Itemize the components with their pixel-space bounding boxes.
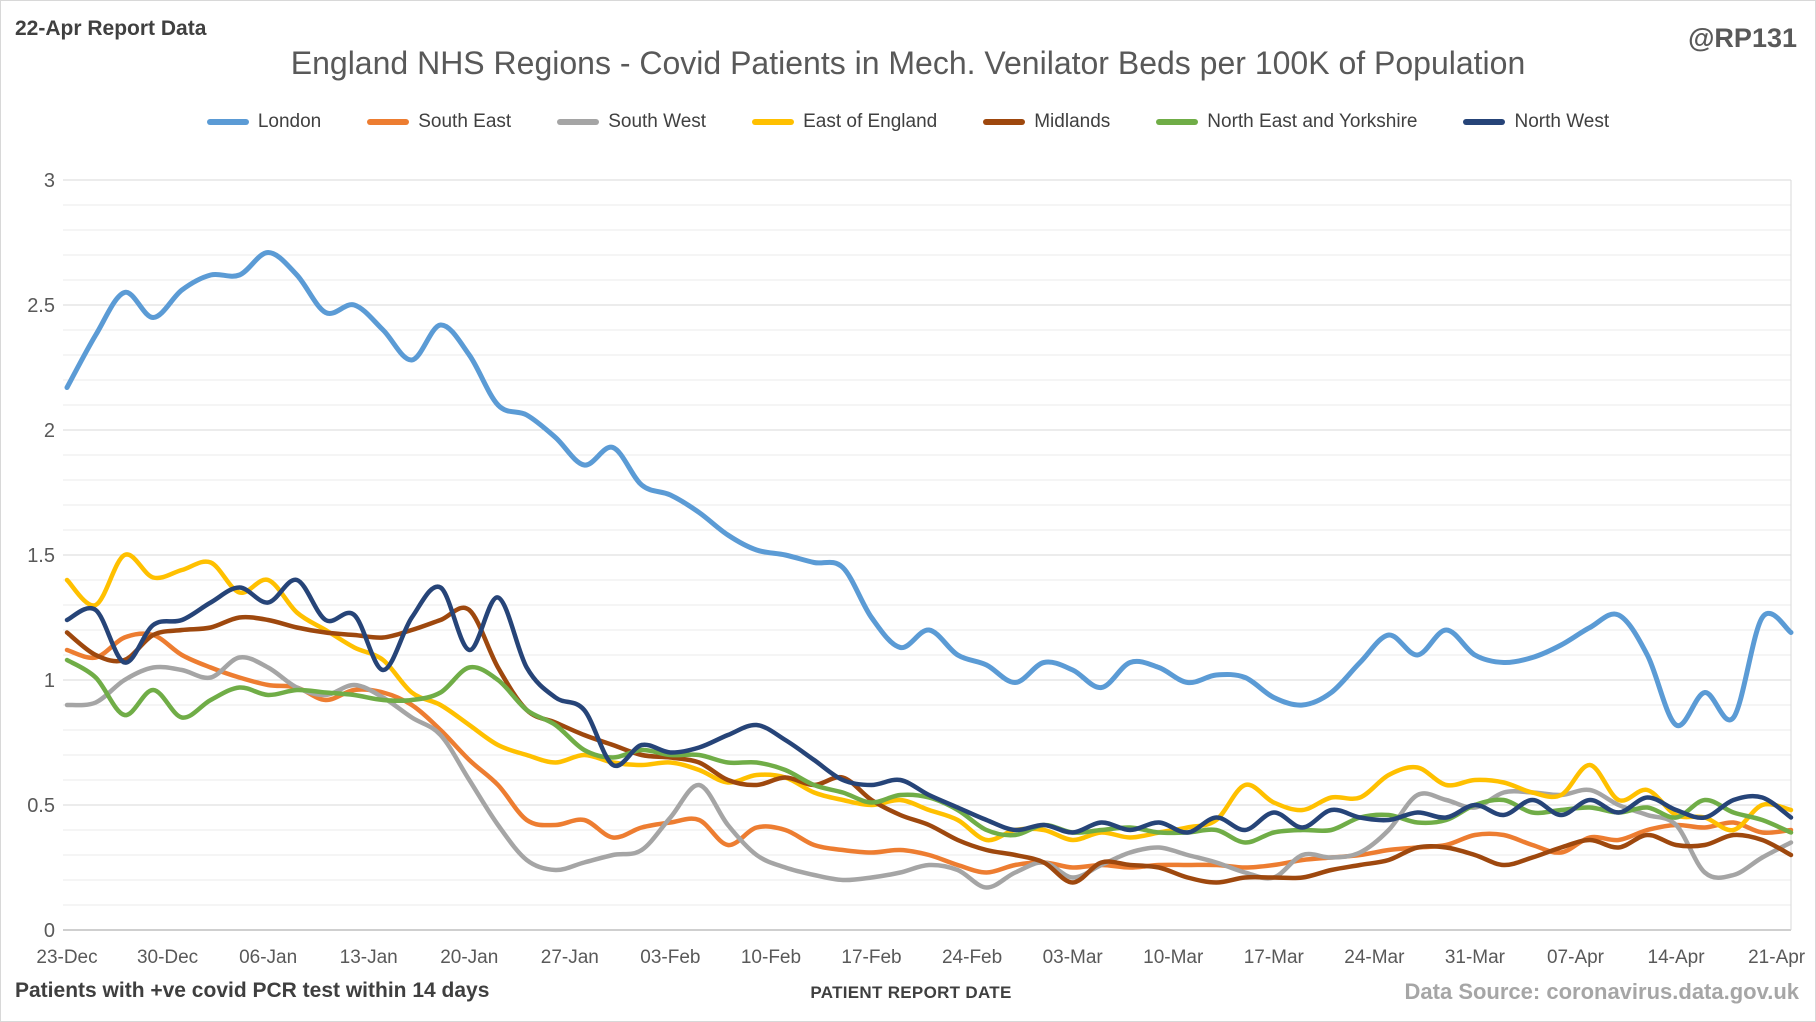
x-tick-label: 24-Feb (942, 947, 1002, 968)
legend-label-london: London (257, 111, 322, 132)
legend-label-north-east-and-yorkshire: North East and Yorkshire (1207, 111, 1418, 132)
legend-label-east-of-england: East of England (803, 111, 938, 132)
x-tick-label: 17-Feb (841, 947, 901, 968)
legend-swatch-north-east-and-yorkshire (1156, 119, 1199, 125)
series-line-south-west (64, 654, 1794, 890)
legend-swatch-north-west (1463, 119, 1506, 125)
x-tick-label: 13-Jan (340, 947, 398, 968)
series-line-north-west (64, 577, 1794, 835)
legend-item-north-east-and-yorkshire: North East and Yorkshire (1156, 111, 1417, 133)
legend-label-north-west: North West (1514, 111, 1610, 132)
author-handle: @RP131 (1688, 23, 1797, 53)
x-tick-label: 31-Mar (1445, 947, 1506, 968)
y-tick-label: 2.5 (27, 295, 55, 317)
legend-item-midlands: Midlands (983, 111, 1110, 133)
x-tick-label: 06-Jan (239, 947, 297, 968)
series-line-london (64, 250, 1794, 728)
series-line-north-east-and-yorkshire (64, 657, 1794, 845)
chart-title: England NHS Regions - Covid Patients in … (290, 45, 1526, 81)
y-tick-label: 0.5 (27, 795, 55, 817)
series-line-midlands (64, 605, 1794, 885)
x-tick-label: 10-Mar (1143, 947, 1204, 968)
x-tick-label: 21-Apr (1748, 947, 1806, 968)
legend-swatch-south-west (557, 119, 600, 125)
x-tick-label: 03-Feb (640, 947, 700, 968)
legend-label-midlands: Midlands (1034, 111, 1111, 132)
report-date-label: 22-Apr Report Data (15, 17, 207, 40)
y-tick-label: 3 (44, 170, 55, 192)
y-axis-description: Patients with +ve covid PCR test within … (15, 979, 490, 1002)
legend-swatch-east-of-england (752, 119, 795, 125)
legend-swatch-london (206, 119, 249, 125)
x-tick-label: 24-Mar (1344, 947, 1405, 968)
legend-label-south-west: South West (608, 111, 707, 132)
y-tick-label: 2 (44, 420, 55, 442)
x-tick-label: 23-Dec (36, 947, 97, 968)
x-tick-label: 10-Feb (741, 947, 801, 968)
legend-item-south-east: South East (367, 111, 511, 133)
legend-swatch-south-east (367, 119, 410, 125)
x-tick-label: 20-Jan (440, 947, 498, 968)
x-tick-label: 07-Apr (1547, 947, 1605, 968)
legend-item-london: London (206, 111, 322, 133)
x-axis-title: PATIENT REPORT DATE (810, 983, 1012, 1002)
y-tick-label: 1 (44, 670, 55, 692)
x-tick-label: 30-Dec (137, 947, 198, 968)
y-tick-label: 1.5 (27, 545, 55, 567)
y-tick-label: 0 (44, 920, 55, 942)
x-tick-label: 27-Jan (541, 947, 599, 968)
chart-legend: London South East South West East of Englan… (1, 105, 1815, 139)
series-line-south-east (64, 631, 1794, 875)
series-line-east-of-england (64, 552, 1794, 843)
legend-item-east-of-england: East of England (752, 111, 937, 133)
x-tick-label: 17-Mar (1244, 947, 1305, 968)
legend-item-north-west: North West (1463, 111, 1609, 133)
x-tick-label: 03-Mar (1043, 947, 1104, 968)
x-tick-label: 14-Apr (1648, 947, 1706, 968)
legend-swatch-midlands (983, 119, 1026, 125)
legend-label-south-east: South East (418, 111, 512, 132)
legend-item-south-west: South West (557, 111, 706, 133)
data-source-label: Data Source: coronavirus.data.gov.uk (1404, 979, 1799, 1004)
